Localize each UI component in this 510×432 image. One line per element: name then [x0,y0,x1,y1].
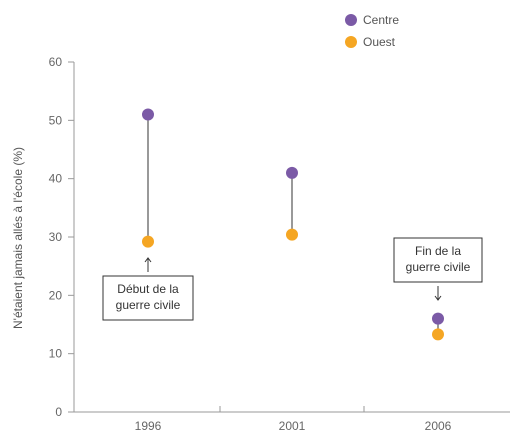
x-tick-label: 2001 [279,419,306,432]
annotation-text: guerre civile [406,260,471,274]
point-centre [286,166,298,179]
point-centre [142,108,154,121]
legend-marker-ouest [345,36,357,48]
annotation-text: Fin de la [415,244,461,258]
annotation-text: guerre civile [116,298,181,312]
y-tick-label: 50 [49,113,63,127]
x-ticks: 1996 2001 2006 [135,406,452,432]
points [142,108,444,341]
point-ouest [142,235,154,248]
y-tick-label: 30 [49,230,63,244]
annotations: Début de la guerre civile Fin de la guerre … [102,237,483,321]
annotation-text: Début de la [117,282,179,296]
y-tick-label: 20 [49,288,63,302]
annotation-arrowhead [144,257,152,263]
legend-label-centre: Centre [363,13,399,27]
y-tick-label: 0 [55,405,62,419]
annotation-arrowhead [434,295,442,301]
x-tick-label: 2006 [425,419,452,432]
point-ouest [286,228,298,241]
point-ouest [432,328,444,341]
legend: Centre Ouest [345,13,399,49]
legend-marker-centre [345,14,357,26]
annotation-box [393,237,483,283]
y-ticks: 0 10 20 30 40 50 60 [49,55,74,419]
point-centre [432,312,444,325]
x-tick-label: 1996 [135,419,162,432]
y-axis-label: N'étaient jamais allés à l'école (%) [11,147,25,329]
y-tick-label: 60 [49,55,63,69]
y-tick-label: 40 [49,172,63,186]
y-tick-label: 10 [49,347,63,361]
legend-label-ouest: Ouest [363,35,396,49]
annotation-box [102,275,194,321]
